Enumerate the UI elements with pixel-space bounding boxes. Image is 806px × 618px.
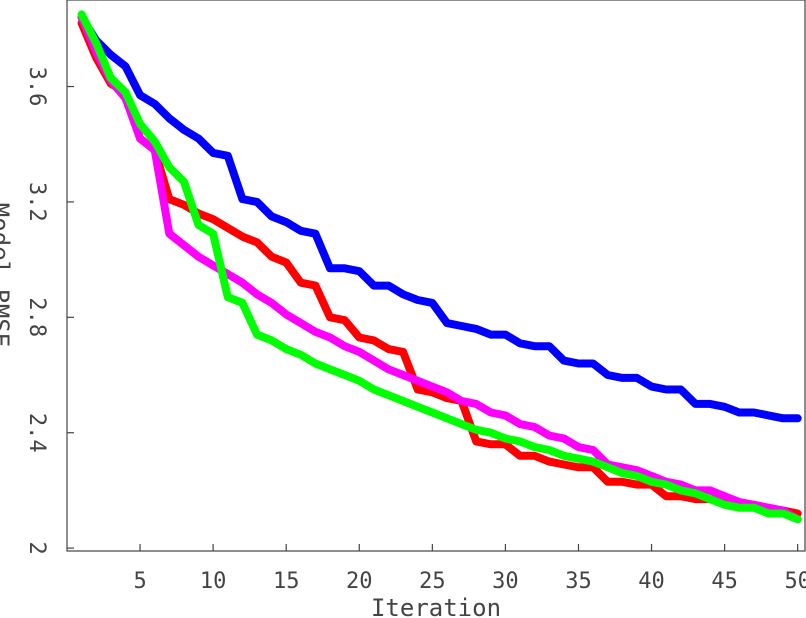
series-line-2 [77, 19, 802, 518]
series-line-1 [77, 13, 802, 423]
y-tick-label: 2 [24, 541, 49, 554]
x-tick-label: 20 [346, 569, 373, 594]
x-tick-label: 40 [638, 569, 665, 594]
x-tick-label: 5 [133, 569, 146, 594]
x-tick-label: 15 [273, 569, 300, 594]
y-tick-label: 2.8 [24, 297, 49, 337]
x-tick-label: 10 [200, 569, 227, 594]
y-tick-label: 3.2 [24, 182, 49, 222]
x-tick-label: 45 [711, 569, 738, 594]
plot-frame [66, 0, 806, 552]
series-layer [77, 10, 802, 524]
x-axis-label: Iteration [371, 594, 501, 618]
x-tick-label: 25 [419, 569, 446, 594]
x-tick-label: 50 [784, 569, 806, 594]
series-line-3 [77, 13, 802, 524]
x-tick-label: 30 [492, 569, 519, 594]
x-tick-label: 35 [565, 569, 592, 594]
series-line-4 [77, 10, 802, 524]
x-axis-ticks: 5 10 15 20 25 30 35 40 45 50 [133, 544, 806, 594]
y-tick-label: 3.6 [24, 67, 49, 107]
y-tick-label: 2.4 [24, 413, 49, 453]
y-axis-ticks: 2 2.4 2.8 3.2 3.6 [24, 67, 74, 555]
y-axis-label: Model RMSE [0, 203, 14, 348]
